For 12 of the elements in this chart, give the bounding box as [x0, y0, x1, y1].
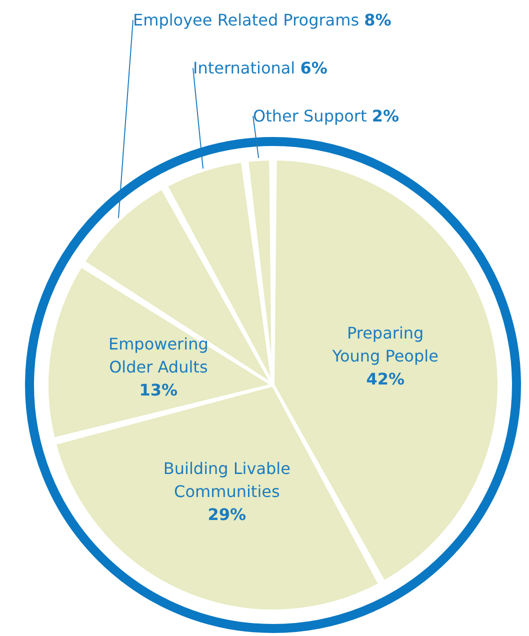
data-label: 6%: [300, 58, 328, 78]
slice-label: Building Livable Communities: [163, 458, 290, 501]
slice-label: Preparing Young People: [331, 324, 438, 366]
data-label: 2%: [372, 106, 400, 126]
data-label: 13%: [139, 380, 178, 400]
data-label: 42%: [366, 370, 405, 389]
slice-label: Other Support: [253, 106, 367, 126]
data-label: 29%: [208, 504, 246, 524]
slice-label: Empowering Older Adults: [108, 334, 208, 376]
slice-label: Employee Related Programs: [133, 10, 360, 30]
slice-label: International: [193, 58, 296, 78]
data-label: 8%: [364, 10, 392, 30]
